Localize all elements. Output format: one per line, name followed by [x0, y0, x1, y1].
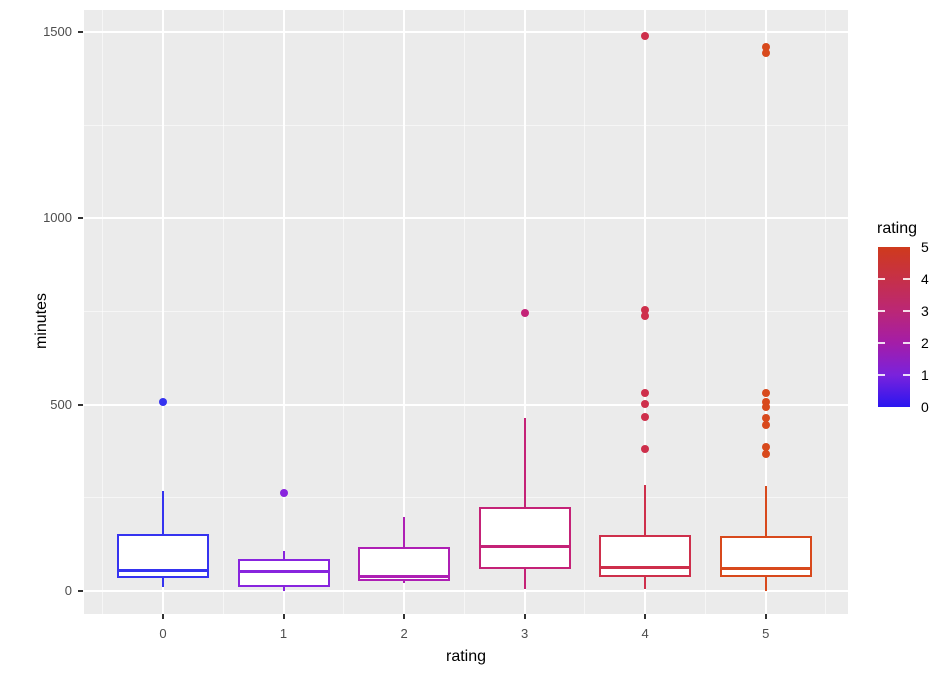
median-line [599, 565, 692, 569]
y-tick-label: 1500 [43, 24, 72, 40]
x-gridline-major [764, 10, 767, 614]
x-tick-label: 3 [520, 626, 529, 641]
outlier-point [641, 445, 650, 454]
x-gridline-major [282, 10, 285, 614]
legend-tick-label: 1 [921, 367, 929, 383]
legend-tick-label: 4 [921, 271, 929, 287]
y-axis-title: minutes [33, 292, 51, 350]
y-gridline-minor [84, 311, 848, 312]
legend-tick-mark [878, 310, 885, 312]
legend-tick-label: 0 [921, 399, 929, 415]
outlier-point [761, 402, 770, 411]
x-axis-tick [523, 614, 526, 619]
whisker-line [523, 417, 526, 590]
y-gridline-major [84, 217, 848, 220]
x-gridline-major [162, 10, 164, 614]
legend-tick-mark [903, 342, 910, 344]
outlier-point [641, 400, 650, 409]
x-tick-label: 4 [641, 626, 649, 641]
x-tick-label: 1 [279, 626, 288, 641]
x-axis-title: rating [445, 648, 487, 665]
median-line [358, 575, 451, 579]
y-axis-tick [78, 31, 83, 34]
y-tick-label: 500 [50, 396, 72, 412]
outlier-point [761, 48, 770, 57]
outlier-point [159, 398, 167, 407]
legend-title: rating [877, 220, 918, 237]
x-tick-label: 2 [400, 626, 408, 641]
x-axis-tick [644, 614, 647, 619]
x-tick-label: 5 [762, 626, 770, 641]
legend: rating 5 4 3 2 1 0 [870, 218, 940, 418]
median-line [237, 569, 330, 573]
outlier-point [761, 398, 770, 407]
outlier-point [641, 388, 650, 397]
y-axis-tick [78, 403, 83, 406]
y-gridline-major [84, 31, 848, 34]
legend-tick-label: 3 [921, 303, 929, 319]
legend-tick-mark [878, 342, 885, 344]
y-gridline-minor [84, 124, 848, 126]
outlier-point [520, 309, 529, 318]
box-iqr [358, 546, 451, 581]
outlier-point [641, 32, 650, 41]
legend-tick-label: 5 [921, 239, 929, 255]
legend-tick-mark [903, 310, 910, 312]
x-gridline-minor [222, 10, 224, 614]
y-axis-tick [78, 590, 83, 592]
median-line [719, 567, 812, 571]
x-gridline-minor [584, 10, 586, 614]
box-iqr [237, 559, 330, 587]
box-iqr [478, 506, 571, 569]
y-tick-label: 1000 [43, 210, 72, 226]
box-iqr [599, 535, 692, 577]
legend-tick-label: 2 [921, 335, 929, 351]
median-line [478, 545, 571, 549]
x-gridline-minor [102, 10, 104, 614]
outlier-point [761, 414, 770, 423]
plot-panel [84, 10, 848, 614]
legend-colorbar [878, 247, 910, 407]
y-gridline-major [84, 403, 848, 406]
x-gridline-minor [463, 10, 465, 614]
x-gridline-minor [704, 10, 706, 614]
x-gridline-minor [825, 10, 827, 614]
x-gridline-minor [343, 10, 345, 614]
x-axis-tick [162, 614, 164, 619]
y-gridline-minor [84, 497, 848, 499]
x-gridline-major [403, 10, 406, 614]
x-axis-tick [403, 614, 406, 619]
outlier-point [761, 421, 770, 430]
x-axis-tick [282, 614, 285, 619]
y-tick-label: 0 [64, 583, 72, 598]
outlier-point [761, 449, 770, 458]
outlier-point [761, 42, 770, 51]
legend-tick-mark [878, 374, 885, 376]
y-gridline-major [84, 590, 848, 592]
outlier-point [761, 388, 770, 397]
legend-tick-mark [878, 278, 885, 280]
x-tick-label: 0 [159, 626, 167, 641]
median-line [117, 568, 209, 572]
x-axis-tick [764, 614, 767, 619]
outlier-point [279, 489, 288, 498]
box-iqr [719, 535, 812, 577]
outlier-point [641, 312, 650, 321]
outlier-point [641, 412, 650, 421]
y-axis-tick [78, 217, 83, 220]
legend-tick-mark [903, 278, 910, 280]
legend-tick-mark [903, 374, 910, 376]
outlier-point [761, 442, 770, 451]
outlier-point [641, 306, 650, 315]
